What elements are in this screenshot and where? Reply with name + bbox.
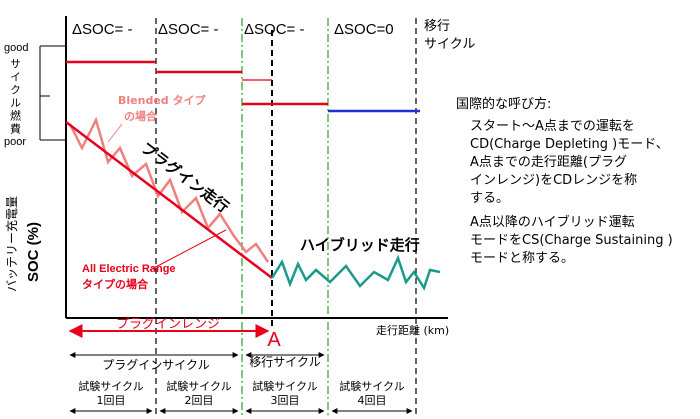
blended-leader — [107, 123, 123, 143]
all-electric-soc-line — [65, 121, 273, 279]
poor-label: poor — [4, 136, 26, 148]
side-panel-title: 国際的な呼び方: — [456, 97, 552, 112]
test-cycle-2-line2: 2回目 — [185, 394, 214, 407]
hybrid-soc-trace — [270, 254, 441, 291]
test-cycle-1-line2: 1回目 — [97, 394, 126, 407]
battery-label: バッテリー充電量 — [4, 196, 19, 292]
plugin-cycle-label: プラグインサイクル — [102, 358, 209, 372]
blended-soc-trace — [68, 116, 270, 263]
soc-label: SOC (%) — [25, 222, 42, 282]
hybrid-drive-label: ハイブリッド走行 — [300, 236, 420, 254]
delta-soc-label-1: ΔSOC= - — [72, 21, 132, 38]
good-label: good — [4, 42, 28, 54]
test-cycle-1-line1: 試験サイクル — [78, 379, 143, 393]
all-electric-label-line2: タイプの場合 — [82, 277, 149, 291]
all-electric-leader — [149, 229, 227, 271]
test-cycle-2-line1: 試験サイクル — [166, 379, 231, 393]
test-cycle-3-line1: 試験サイクル — [252, 379, 317, 393]
transition-cycle-label: 移行サイクル — [249, 355, 320, 369]
plugin-range-label: プラグインレンジ — [116, 317, 220, 332]
x-axis-label: 走行距離 (km) — [376, 323, 449, 337]
blended-label-line1: Blended タイプ — [118, 93, 206, 107]
blended-label-line2: の場合 — [124, 109, 158, 123]
test-cycle-4-line1: 試験サイクル — [339, 379, 404, 393]
transition-header-line1: 移行 — [424, 19, 450, 34]
fuel-economy-label: サイクル燃費 — [9, 58, 22, 136]
test-cycle-3-line2: 3回目 — [271, 394, 300, 407]
side-panel-cd-description: スタート～A点までの運転を CD(Charge Depleting )モード、 … — [470, 119, 669, 206]
delta-soc-label-2: ΔSOC= - — [158, 21, 218, 38]
delta-soc-label-4: ΔSOC=0 — [334, 21, 394, 38]
side-panel-cs-description: A点以降のハイブリッド運転 モードをCS(Charge Sustaining )… — [470, 215, 673, 266]
point-a-label: A — [267, 329, 281, 351]
delta-soc-label-3: ΔSOC= - — [244, 21, 304, 38]
test-cycle-4-line2: 4回目 — [358, 394, 387, 407]
transition-header-line2: サイクル — [424, 37, 475, 52]
side-panel: 国際的な呼び方: スタート～A点までの運転を CD(Charge Depleti… — [456, 96, 696, 274]
all-electric-label-line1: All Electric Range — [82, 263, 176, 275]
